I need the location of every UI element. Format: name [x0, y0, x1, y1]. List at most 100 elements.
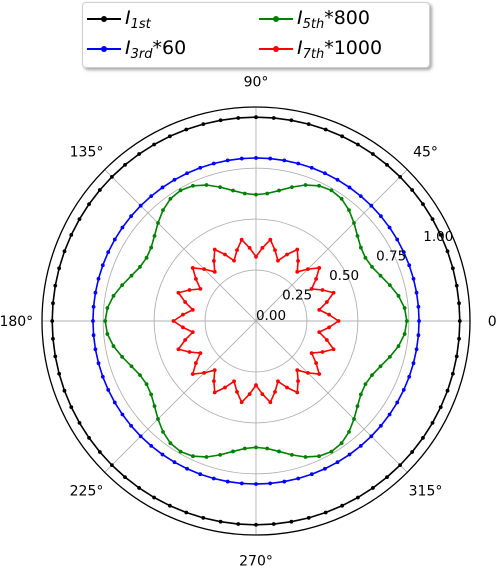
series-1-point-23 — [185, 171, 189, 176]
series-2-point-47 — [168, 441, 173, 446]
series-2-point-49 — [191, 454, 195, 459]
angle-tick-label-1: 45° — [413, 145, 438, 161]
series-2-point-8 — [355, 233, 360, 238]
series-2-point-52 — [231, 449, 235, 454]
series-0-point-43 — [87, 436, 91, 440]
series-1-point-50 — [198, 472, 203, 477]
legend-item-i3rd: I3rd*60 — [83, 36, 186, 62]
series-1-point-60 — [335, 460, 340, 465]
series-2-point-30 — [144, 255, 149, 260]
series-3-point-16 — [268, 237, 273, 242]
series-0-point-44 — [97, 450, 102, 454]
series-3-point-47 — [212, 379, 216, 383]
series-1-point-67 — [401, 388, 406, 392]
series-3-point-14 — [276, 258, 280, 263]
series-3-point-44 — [190, 372, 195, 376]
series-1-point-47 — [160, 452, 165, 457]
series-3-point-48 — [212, 390, 217, 395]
series-0-point-42 — [77, 421, 82, 425]
series-3-point-40 — [176, 347, 181, 352]
series-3-point-43 — [194, 361, 198, 365]
series-0-point-19 — [236, 116, 241, 120]
series-0-point-22 — [184, 127, 189, 132]
series-2-point-15 — [289, 185, 294, 190]
series-0-point-38 — [53, 354, 58, 359]
series-0-point-34 — [53, 283, 58, 288]
series-2-point-7 — [358, 245, 363, 250]
series-2-point-5 — [370, 265, 374, 269]
series-3-point-25 — [212, 259, 216, 263]
series-2-point-45 — [156, 417, 160, 421]
series-0-point-24 — [152, 142, 157, 147]
series-1-point-27 — [138, 203, 143, 208]
series-2-point-71 — [402, 332, 407, 336]
series-2-point-63 — [352, 417, 356, 421]
series-2-point-61 — [339, 441, 344, 446]
series-0-point-3 — [450, 266, 455, 271]
series-0-point-9 — [398, 174, 403, 179]
series-1-point-2 — [414, 290, 419, 295]
series-1-point-11 — [347, 185, 352, 190]
series-1-point-35 — [91, 304, 96, 309]
series-2-point-44 — [152, 404, 157, 409]
series-2-point-34 — [111, 293, 116, 298]
series-0-point-48 — [152, 495, 157, 500]
legend-swatch-i1st — [83, 6, 125, 32]
series-3-point-45 — [202, 370, 207, 375]
series-3-point-68 — [331, 347, 336, 352]
polar-frame — [41, 106, 471, 536]
series-1-point-69 — [411, 361, 416, 366]
series-2-point-39 — [120, 354, 125, 359]
series-0-point-45 — [109, 463, 114, 468]
series-1-point-18 — [254, 156, 258, 160]
series-0-point-10 — [385, 162, 389, 167]
series-3-point-36 — [171, 319, 176, 323]
series-3-point-28 — [190, 266, 195, 270]
angle-tick-label-7: 315° — [409, 484, 443, 500]
series-1-point-22 — [198, 165, 203, 170]
series-3-point-19 — [247, 246, 252, 250]
radial-tick-label-0: 0.00 — [256, 308, 286, 324]
series-2-point-17 — [265, 191, 270, 196]
series-0-point-56 — [289, 519, 294, 524]
series-3-point-2 — [317, 307, 322, 312]
series-1-point-64 — [379, 423, 383, 428]
series-3-point-62 — [295, 368, 300, 373]
series-2-point-38 — [111, 344, 116, 349]
series-1-point-41 — [106, 388, 111, 392]
series-3-point-41 — [187, 350, 192, 354]
series-1-point-45 — [138, 434, 143, 439]
series-1-point-49 — [185, 466, 189, 471]
radial-tick-label-2: 0.50 — [329, 268, 359, 284]
series-1-point-4 — [407, 263, 412, 268]
series-2-point-66 — [363, 382, 368, 387]
series-1-point-53 — [239, 481, 244, 486]
series-1-point-52 — [225, 479, 230, 484]
series-1-point-56 — [282, 479, 287, 484]
series-3-point-39 — [183, 338, 188, 342]
series-3-point-12 — [295, 247, 300, 252]
series-3-point-7 — [314, 277, 318, 281]
radial-tick-label-4: 1.00 — [423, 229, 453, 245]
series-3-point-20 — [239, 237, 244, 242]
series-0-point-58 — [323, 510, 328, 515]
series-3-point-4 — [331, 290, 336, 295]
series-1-point-5 — [401, 250, 406, 254]
angle-tick-label-5: 225° — [70, 484, 104, 500]
series-1-point-54 — [254, 482, 258, 486]
angular-gridline-7 — [255, 320, 408, 473]
series-3-point-52 — [239, 400, 244, 405]
series-2-point-18 — [254, 192, 258, 197]
series-1-point-29 — [120, 225, 125, 230]
series-3-point-32 — [176, 290, 181, 295]
series-2-point-21 — [218, 185, 223, 190]
series-0-point-46 — [123, 475, 127, 480]
series-2-point-1 — [402, 306, 407, 310]
series-0-point-67 — [438, 405, 443, 410]
series-2-point-35 — [105, 306, 110, 310]
series-2-point-0 — [404, 319, 409, 323]
series-0-point-52 — [218, 519, 223, 524]
series-3-point-33 — [183, 300, 188, 304]
legend-marker-i7th — [273, 46, 279, 52]
series-0-point-21 — [201, 122, 206, 127]
